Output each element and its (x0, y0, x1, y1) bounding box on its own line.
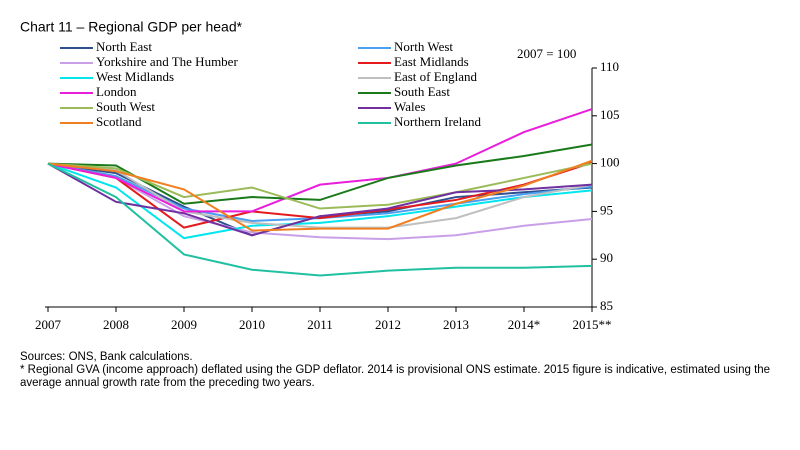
legend-label: Scotland (96, 114, 142, 129)
series-line (47, 162, 593, 241)
legend-label: North West (394, 39, 453, 54)
y-tick-label: 90 (600, 250, 613, 265)
x-tick-label: 2014* (508, 317, 541, 332)
series-line (47, 162, 593, 277)
legend-label: Wales (394, 99, 425, 114)
x-tick-label: 2013 (443, 317, 469, 332)
legend-label: North East (96, 39, 152, 54)
series-line (47, 162, 593, 240)
x-tick-label: 2007 (35, 317, 62, 332)
x-tick-label: 2008 (103, 317, 129, 332)
y-tick-label: 100 (600, 155, 620, 170)
legend-label: West Midlands (96, 69, 174, 84)
sources: Sources: ONS, Bank calculations. (20, 351, 193, 363)
legend-label: East of England (394, 69, 478, 84)
footnote: * Regional GVA (income approach) deflate… (20, 364, 771, 389)
legend-label: London (96, 84, 137, 99)
y-tick-label: 110 (600, 59, 619, 74)
y-tick-label: 85 (600, 298, 613, 313)
legend-label: East Midlands (394, 54, 469, 69)
legend-label: South East (394, 84, 450, 99)
annotation: 2007 = 100 (517, 46, 576, 61)
chart-title: Chart 11 – Regional GDP per head* (20, 19, 243, 35)
series-line (47, 159, 593, 232)
legend-label: South West (96, 99, 155, 114)
y-tick-label: 95 (600, 202, 613, 217)
x-tick-label: 2009 (171, 317, 197, 332)
series-line (47, 108, 593, 213)
series-line (47, 162, 593, 237)
legend-label: Yorkshire and The Humber (96, 54, 238, 69)
x-tick-label: 2012 (375, 317, 401, 332)
x-tick-label: 2011 (307, 317, 333, 332)
footnote-box: * Regional GVA (income approach) deflate… (20, 364, 771, 389)
legend-label: Northern Ireland (394, 114, 481, 129)
x-tick-label: 2015** (573, 317, 612, 332)
y-tick-label: 105 (600, 107, 620, 122)
x-tick-label: 2010 (239, 317, 265, 332)
